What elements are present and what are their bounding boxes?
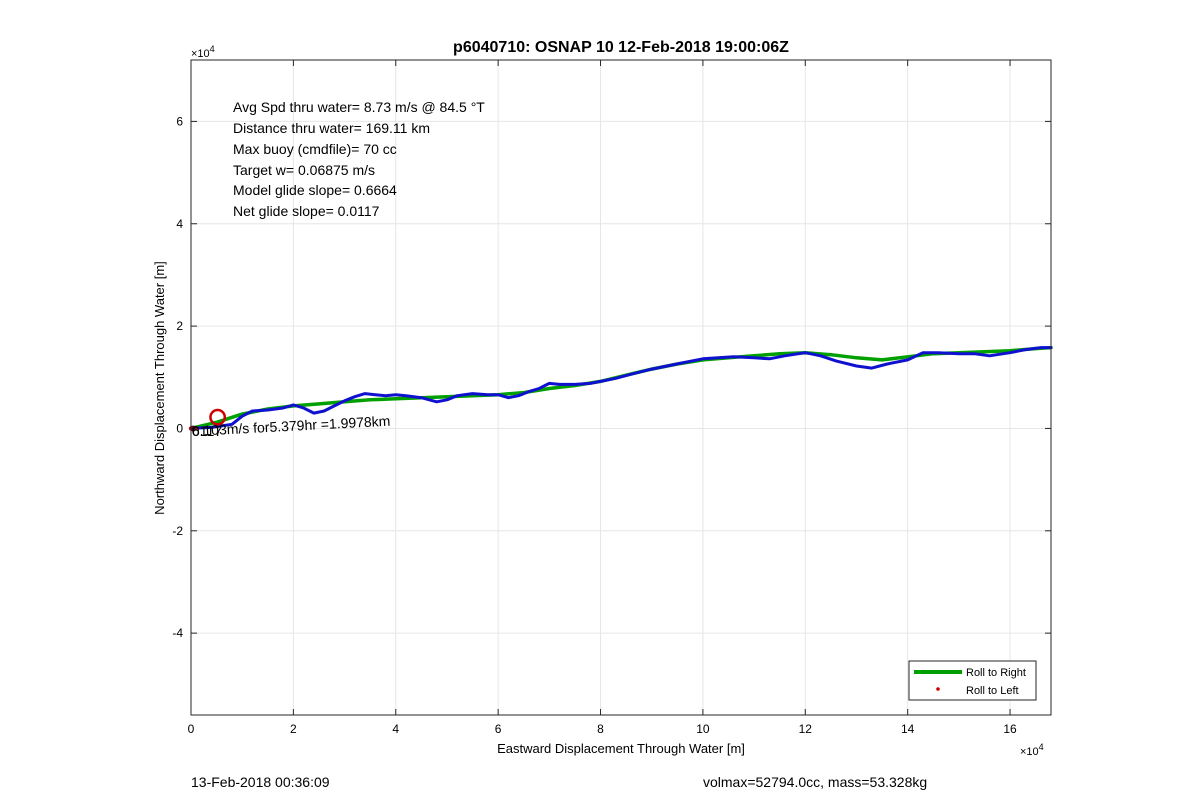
y-tick-label: 6 <box>176 114 183 128</box>
info-max-buoy: Max buoy (cmdfile)= 70 cc <box>233 141 397 157</box>
chart-title: p6040710: OSNAP 10 12-Feb-2018 19:00:06Z <box>453 39 789 56</box>
legend-box <box>908 660 1037 701</box>
x-tick-label: 10 <box>696 722 710 736</box>
axis-ticks: 0 2 4 6 8 10 12 14 16 -4 -2 0 2 4 6 <box>172 60 1051 736</box>
info-text-block: Avg Spd thru water= 8.73 m/s @ 84.5 °T D… <box>233 99 485 219</box>
y-axis-label: Northward Displacement Through Water [m] <box>152 261 167 515</box>
x-axis-label: Eastward Displacement Through Water [m] <box>497 741 745 756</box>
footer-timestamp: 13-Feb-2018 00:36:09 <box>191 774 330 790</box>
y-tick-label: 4 <box>176 217 183 231</box>
y-tick-label: 2 <box>176 319 183 333</box>
overlap-annotation: 6117 <box>192 423 222 439</box>
y-tick-label: 0 <box>176 421 183 435</box>
grid-lines <box>190 60 1051 715</box>
x-tick-label: 6 <box>495 722 502 736</box>
plot-area-border <box>190 59 1052 716</box>
y-tick-label: -4 <box>172 626 183 640</box>
x-multiplier-base: ×10 <box>1020 746 1039 758</box>
legend-label-roll-left: Roll to Left <box>966 685 1019 697</box>
y-tick-label: -2 <box>172 524 183 538</box>
info-target-w: Target w= 0.06875 m/s <box>233 162 375 178</box>
x-tick-label: 4 <box>392 722 399 736</box>
y-multiplier: ×104 <box>191 44 215 60</box>
y-multiplier-exp: 4 <box>210 44 215 54</box>
x-tick-label: 12 <box>799 722 813 736</box>
x-multiplier: ×104 <box>1020 742 1044 758</box>
info-model-glide-slope: Model glide slope= 0.6664 <box>233 182 397 198</box>
legend-label-roll-right: Roll to Right <box>966 667 1026 679</box>
series-layer <box>188 345 1053 432</box>
x-tick-label: 16 <box>1003 722 1017 736</box>
y-multiplier-base: ×10 <box>191 48 210 60</box>
info-avg-speed: Avg Spd thru water= 8.73 m/s @ 84.5 °T <box>233 99 485 115</box>
x-tick-label: 0 <box>188 722 195 736</box>
x-multiplier-exp: 4 <box>1039 742 1044 752</box>
x-tick-label: 8 <box>597 722 604 736</box>
x-tick-label: 14 <box>901 722 915 736</box>
loop-marker <box>209 408 227 426</box>
footer-volmax-mass: volmax=52794.0cc, mass=53.328kg <box>703 774 928 790</box>
info-distance: Distance thru water= 169.11 km <box>233 120 430 136</box>
legend: Roll to Right Roll to Left <box>908 660 1037 701</box>
x-tick-label: 2 <box>290 722 297 736</box>
info-net-glide-slope: Net glide slope= 0.0117 <box>233 203 380 219</box>
legend-swatch-roll-left <box>936 687 940 691</box>
series-measured-track-line <box>189 346 1053 430</box>
